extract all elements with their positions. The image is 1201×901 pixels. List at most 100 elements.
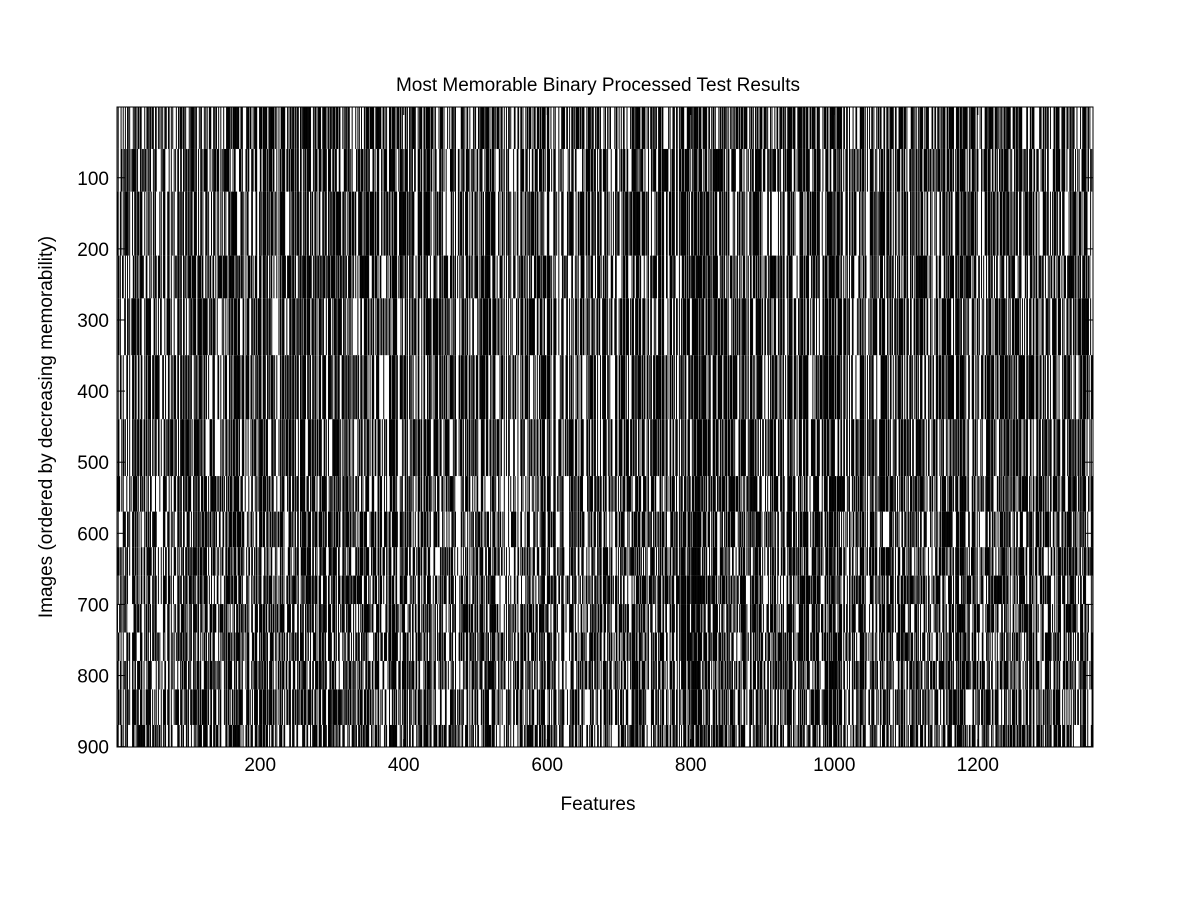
heatmap-cell xyxy=(259,476,261,512)
heatmap-cell xyxy=(293,107,295,149)
heatmap-cell xyxy=(126,724,128,747)
heatmap-cell xyxy=(472,724,474,747)
heatmap-cell xyxy=(282,604,284,633)
heatmap-cell xyxy=(272,419,274,477)
heatmap-cell xyxy=(311,575,313,605)
heatmap-cell xyxy=(374,511,376,548)
heatmap-cell xyxy=(423,476,425,512)
heatmap-cell xyxy=(418,476,420,512)
heatmap-cell xyxy=(328,148,330,192)
heatmap-cell xyxy=(284,724,286,747)
heatmap-cell xyxy=(307,191,309,256)
heatmap-cell xyxy=(329,547,331,576)
heatmap-cell xyxy=(312,107,314,149)
heatmap-cell xyxy=(259,689,261,725)
heatmap-cell xyxy=(363,191,365,256)
heatmap-cell xyxy=(177,355,179,420)
heatmap-cell xyxy=(240,575,242,605)
heatmap-cell xyxy=(294,575,296,605)
heatmap-cell xyxy=(513,255,515,299)
heatmap-cell xyxy=(466,660,468,690)
heatmap-cell xyxy=(198,298,200,356)
heatmap-cell xyxy=(338,476,340,512)
heatmap-cell xyxy=(225,575,227,605)
heatmap-cell xyxy=(488,107,489,149)
heatmap-cell xyxy=(358,148,360,192)
heatmap-cell xyxy=(401,355,403,420)
heatmap-cell xyxy=(404,689,406,725)
heatmap-cell xyxy=(292,632,294,661)
heatmap-cell xyxy=(345,476,347,512)
heatmap-cell xyxy=(215,660,217,690)
heatmap-cell xyxy=(377,191,379,256)
heatmap-cell xyxy=(325,511,327,548)
heatmap-cell xyxy=(334,255,336,299)
heatmap-cell xyxy=(203,724,205,747)
heatmap-cell xyxy=(288,511,290,548)
heatmap-cell xyxy=(427,689,428,725)
heatmap-cell xyxy=(471,604,473,633)
heatmap-cell xyxy=(330,724,332,747)
heatmap-cell xyxy=(231,107,233,149)
heatmap-cell xyxy=(186,547,188,576)
heatmap-cell xyxy=(328,298,330,356)
heatmap-cell xyxy=(147,604,149,633)
heatmap-cell xyxy=(505,148,507,192)
heatmap-cell xyxy=(195,419,197,477)
heatmap-cell xyxy=(495,298,497,356)
heatmap-cell xyxy=(322,298,324,356)
heatmap-cell xyxy=(140,604,142,633)
heatmap-cell xyxy=(305,255,306,299)
heatmap-cell xyxy=(124,191,126,256)
heatmap-cell xyxy=(268,148,270,192)
heatmap-cell xyxy=(469,632,471,661)
heatmap-cell xyxy=(312,604,314,633)
heatmap-cell xyxy=(162,148,164,192)
heatmap-cell xyxy=(148,689,150,725)
heatmap-cell xyxy=(159,255,161,299)
heatmap-cell xyxy=(180,547,182,576)
heatmap-cell xyxy=(393,547,395,576)
heatmap-cell xyxy=(366,632,367,661)
heatmap-cell xyxy=(280,575,282,605)
heatmap-cell xyxy=(233,107,235,149)
heatmap-cell xyxy=(377,604,379,633)
heatmap-cell xyxy=(404,575,406,605)
heatmap-cell xyxy=(493,476,495,512)
heatmap-cell xyxy=(183,255,185,299)
heatmap-cell xyxy=(406,355,408,420)
heatmap-cell xyxy=(185,419,187,477)
heatmap-cell xyxy=(165,107,167,149)
heatmap-cell xyxy=(164,511,166,548)
heatmap-cell xyxy=(204,575,206,605)
heatmap-cell xyxy=(123,511,125,548)
heatmap-cell xyxy=(465,148,467,192)
heatmap-cell xyxy=(333,724,334,747)
heatmap-cell xyxy=(462,724,464,747)
heatmap-cell xyxy=(155,724,157,747)
heatmap-cell xyxy=(447,419,449,477)
heatmap-cell xyxy=(350,191,352,256)
heatmap-cell xyxy=(517,575,519,605)
heatmap-cell xyxy=(517,191,519,256)
heatmap-cell xyxy=(429,575,431,605)
heatmap-cell xyxy=(359,511,361,548)
heatmap-cell xyxy=(146,660,148,690)
heatmap-cell xyxy=(246,724,248,747)
heatmap-cell xyxy=(226,255,228,299)
heatmap-cell xyxy=(237,107,239,149)
heatmap-cell xyxy=(454,689,456,725)
heatmap-cell xyxy=(493,575,495,605)
heatmap-cell xyxy=(147,191,149,256)
heatmap-cell xyxy=(121,419,123,477)
heatmap-cell xyxy=(513,476,515,512)
heatmap-cell xyxy=(249,689,251,725)
heatmap-cell xyxy=(379,298,381,356)
heatmap-cell xyxy=(435,355,437,420)
heatmap-cell xyxy=(454,107,456,149)
heatmap-cell xyxy=(498,476,500,512)
heatmap-cell xyxy=(403,660,405,690)
heatmap-cell xyxy=(373,689,375,725)
heatmap-cell xyxy=(373,148,375,192)
heatmap-cell xyxy=(163,476,165,512)
